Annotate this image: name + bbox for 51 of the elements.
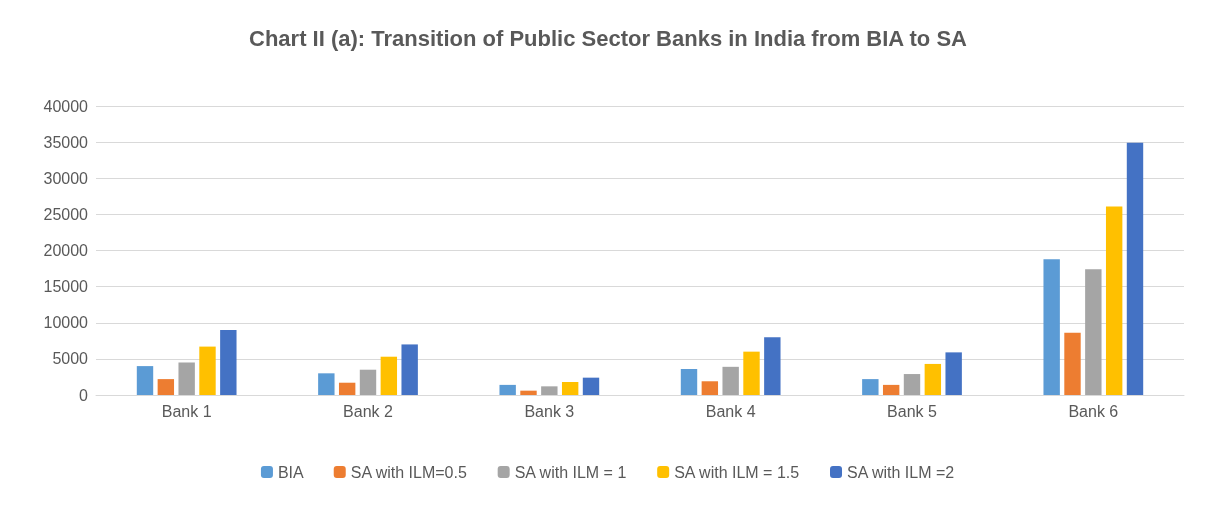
y-tick-label: 10000 <box>43 314 89 332</box>
bar <box>561 382 579 395</box>
bar <box>945 352 962 395</box>
bar <box>582 377 600 395</box>
bar <box>903 374 921 395</box>
x-tick-label: Bank 3 <box>524 402 575 420</box>
bar <box>359 369 377 395</box>
bar <box>1043 259 1060 395</box>
bar <box>499 384 516 395</box>
bar <box>380 356 398 395</box>
bar <box>764 337 781 395</box>
bar <box>680 368 698 395</box>
bar <box>1126 142 1144 395</box>
y-tick-label: 35000 <box>43 133 89 151</box>
bar <box>1085 269 1102 395</box>
legend-label: SA with ILM = 1.5 <box>674 463 800 481</box>
legend-label: SA with ILM = 1 <box>514 463 627 481</box>
y-tick-label: 30000 <box>43 169 89 187</box>
bar <box>743 351 760 395</box>
bar <box>520 390 537 395</box>
y-tick-label: 5000 <box>52 350 89 368</box>
legend-label: SA with ILM =2 <box>847 463 955 481</box>
legend-label: SA with ILM=0.5 <box>350 463 467 481</box>
bar <box>178 362 195 395</box>
x-tick-label: Bank 4 <box>705 402 756 420</box>
bar <box>401 344 418 395</box>
bar <box>1064 332 1081 395</box>
x-tick-label: Bank 2 <box>343 402 394 420</box>
bar <box>199 346 216 395</box>
chart-title: Chart II (a): Transition of Public Sector Banks in India from BIA to SA <box>249 25 968 51</box>
bar <box>157 379 175 395</box>
bar <box>541 386 558 395</box>
bar <box>338 382 356 395</box>
y-tick-label: 25000 <box>43 205 89 223</box>
y-tick-label: 20000 <box>43 242 89 259</box>
bar <box>1105 206 1123 395</box>
bar <box>924 363 942 395</box>
y-tick-label: 40000 <box>43 97 89 115</box>
bar <box>862 379 879 395</box>
x-tick-label: Bank 1 <box>161 402 212 420</box>
y-tick-label: 15000 <box>43 278 89 296</box>
bar <box>220 329 237 395</box>
bar <box>136 366 154 395</box>
bar <box>722 366 739 395</box>
y-tick-label: 0 <box>79 386 89 404</box>
bar <box>701 381 719 395</box>
x-tick-label: Bank 6 <box>1068 402 1119 420</box>
legend-label: BIA <box>277 463 305 481</box>
bar <box>318 373 335 395</box>
x-tick-label: Bank 5 <box>887 402 938 420</box>
bar <box>882 384 900 395</box>
